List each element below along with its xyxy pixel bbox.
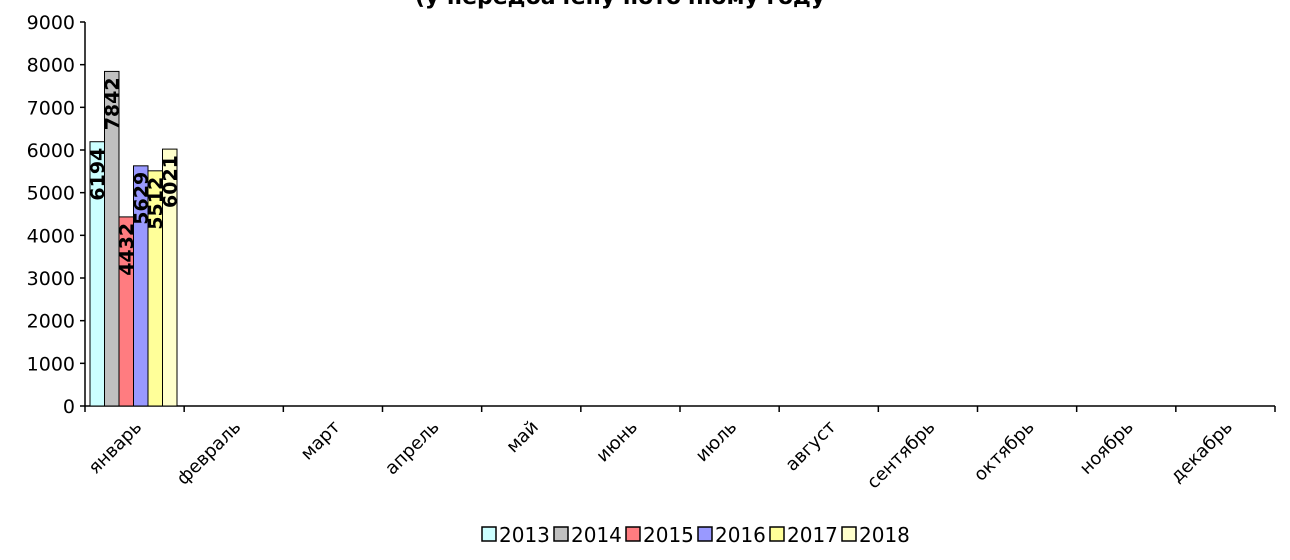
data-label-2015: 4432: [116, 223, 138, 276]
y-tick-label: 7000: [27, 97, 75, 119]
data-label-2013: 6194: [87, 148, 109, 201]
legend-swatch-2016: [697, 526, 713, 542]
chart-title: (у передбачену поточному году: [415, 0, 825, 10]
y-tick-label: 2000: [27, 311, 75, 333]
legend-swatch-2017: [769, 526, 785, 542]
x-tick-label: апрель: [381, 417, 444, 480]
y-tick-label: 6000: [27, 140, 75, 162]
data-label-2014: 7842: [102, 77, 124, 130]
x-tick-label: октябрь: [970, 417, 1039, 486]
y-tick-label: 8000: [27, 55, 75, 77]
bar-2018: [162, 148, 178, 407]
y-tick-label: 3000: [27, 268, 75, 290]
legend-label-2013: 2013: [499, 523, 550, 547]
data-label-2017: 5512: [145, 177, 167, 230]
y-tick-label: 9000: [27, 12, 75, 34]
legend-label-2016: 2016: [715, 523, 766, 547]
x-tick-label: май: [502, 417, 543, 458]
x-axis: январь февраль март апрель май июнь июль август…: [84, 405, 1276, 494]
legend-label-2018: 2018: [859, 523, 910, 547]
data-label-2016: 5629: [131, 172, 153, 225]
x-tick-label: июнь: [592, 417, 642, 467]
y-tick-label: 1000: [27, 353, 75, 375]
data-label-2018: 6021: [160, 155, 182, 208]
x-tick-label: сентябрь: [863, 417, 940, 494]
legend-swatch-2015: [625, 526, 641, 542]
bars: [89, 70, 178, 407]
x-tick-label: февраль: [173, 417, 246, 490]
x-tick-label: июль: [692, 417, 741, 466]
legend-label-2017: 2017: [787, 523, 838, 547]
legend-label-2015: 2015: [643, 523, 694, 547]
y-tick-label: 0: [63, 396, 75, 418]
x-tick-label: март: [297, 417, 345, 465]
x-tick-label: ноябрь: [1076, 417, 1138, 479]
y-tick-label: 4000: [27, 225, 75, 247]
y-tick-label: 5000: [27, 183, 75, 205]
y-axis: 0 1000 2000 3000 4000 5000 6000 7000 8000 9000: [27, 12, 86, 418]
legend-swatch-2013: [481, 526, 497, 542]
legend-label-2014: 2014: [571, 523, 622, 547]
x-tick-label: декабрь: [1167, 417, 1237, 487]
legend: 2013 2014 2015 2016 2017 2018: [481, 523, 910, 547]
legend-swatch-2018: [841, 526, 857, 542]
legend-swatch-2014: [553, 526, 569, 542]
x-tick-label: январь: [84, 417, 146, 479]
x-tick-label: август: [781, 417, 840, 476]
